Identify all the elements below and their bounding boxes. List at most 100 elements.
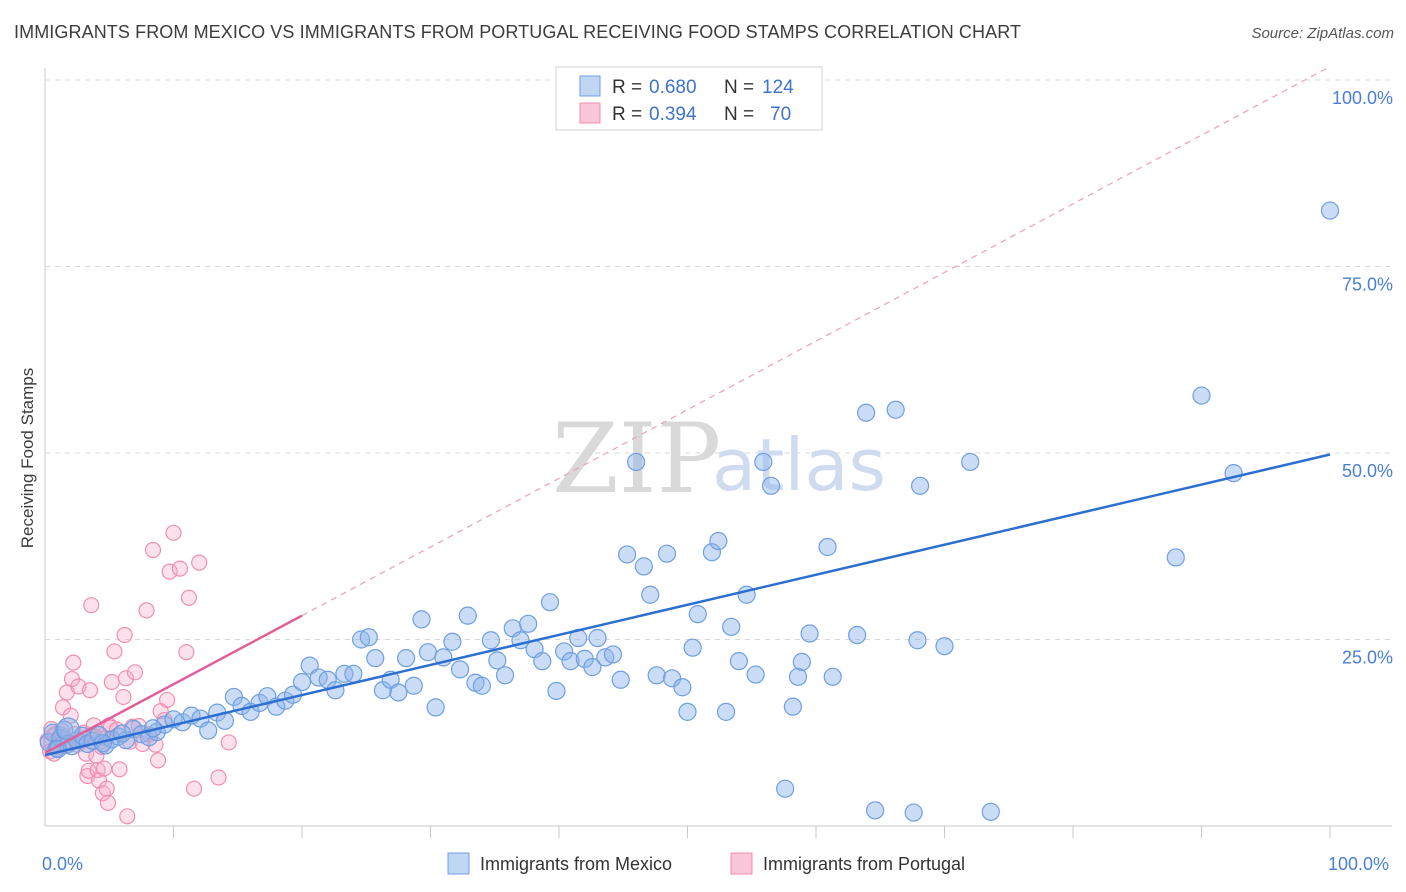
- mexico-point: [908, 631, 927, 650]
- mexico-point: [647, 666, 666, 685]
- portugal-point: [134, 735, 151, 753]
- y-tick-label: 50.0%: [1342, 461, 1393, 481]
- series-legend-label-mexico[interactable]: Immigrants from Mexico: [480, 854, 672, 874]
- portugal-point: [171, 560, 189, 577]
- portugal-point: [119, 808, 136, 825]
- portugal-point: [178, 644, 195, 661]
- mexico-point: [443, 632, 462, 651]
- portugal-point: [96, 760, 113, 777]
- mexico-point: [1192, 386, 1211, 405]
- mexico-point: [729, 652, 749, 671]
- y-tick-labels: 25.0% 50.0% 75.0% 100.0%: [1332, 88, 1393, 668]
- portugal-point: [117, 670, 135, 687]
- portugal-point: [106, 643, 123, 660]
- mexico-point: [746, 665, 765, 684]
- y-tick-label: 75.0%: [1342, 275, 1393, 295]
- portugal-point: [103, 673, 120, 691]
- mexico-point: [1166, 548, 1185, 567]
- mexico-point: [857, 403, 876, 422]
- mexico-point: [366, 649, 385, 668]
- legend-n-label-mexico: N =: [724, 77, 754, 98]
- mexico-point: [561, 652, 580, 671]
- x-tick-label-max: 100.0%: [1328, 854, 1389, 874]
- mexico-point: [673, 678, 692, 697]
- series-legend-label-portugal[interactable]: Immigrants from Portugal: [763, 854, 965, 874]
- portugal-point: [147, 736, 164, 753]
- mexico-point: [823, 667, 842, 686]
- mexico-point: [533, 652, 552, 671]
- watermark: ZIP atlas: [552, 403, 886, 515]
- legend-r-label-mexico: R =: [612, 77, 642, 98]
- mexico-point: [716, 702, 736, 721]
- portugal-point: [116, 626, 133, 644]
- series-legend-swatch-mexico[interactable]: [447, 852, 470, 875]
- mexico-trend-line: [44, 453, 1331, 757]
- mexico-point: [657, 544, 677, 563]
- portugal-point: [161, 563, 178, 580]
- mexico-point: [848, 625, 867, 645]
- mexico-point: [935, 637, 954, 656]
- mexico-point: [292, 672, 312, 692]
- mexico-point: [754, 452, 773, 472]
- mexico-point: [722, 617, 741, 636]
- legend-r-value-portugal: 0.394: [649, 104, 697, 125]
- y-tick-label: 25.0%: [1342, 648, 1393, 668]
- portugal-point: [210, 769, 227, 786]
- portugal-point: [180, 589, 198, 606]
- mexico-point: [783, 697, 802, 716]
- portugal-point: [126, 664, 144, 681]
- portugal-trend-line: [44, 614, 303, 754]
- mexico-point: [488, 651, 507, 670]
- watermark-atlas: atlas: [712, 423, 886, 507]
- portugal-point: [98, 780, 115, 797]
- mexico-point: [495, 666, 515, 685]
- legend-swatch-portugal: [579, 102, 601, 124]
- mexico-point: [709, 531, 728, 551]
- series-legend-swatch-portugal[interactable]: [730, 852, 753, 875]
- portugal-point: [83, 597, 100, 614]
- mexico-point: [688, 605, 707, 624]
- mexico-point: [396, 649, 416, 668]
- mexico-point: [1320, 201, 1340, 220]
- portugal-point: [81, 682, 99, 699]
- series-legend: Immigrants from Mexico Immigrants from P…: [447, 852, 965, 875]
- legend-n-label-portugal: N =: [724, 104, 754, 125]
- mexico-point: [326, 681, 345, 700]
- mexico-point: [961, 452, 980, 472]
- mexico-point: [258, 687, 277, 706]
- mexico-point: [634, 557, 653, 576]
- source-label: Source: ZipAtlas.com: [1251, 25, 1394, 42]
- mexico-point: [450, 660, 470, 679]
- trend-lines: [44, 66, 1331, 757]
- mexico-point: [583, 658, 602, 677]
- legend-r-value-mexico: 0.680: [649, 77, 697, 98]
- portugal-point: [165, 524, 182, 541]
- mexico-point: [626, 452, 646, 472]
- legend-r-label-portugal: R =: [612, 104, 642, 125]
- portugal-point: [149, 752, 167, 769]
- mexico-point: [389, 683, 408, 702]
- mexico-point: [472, 676, 491, 695]
- mexico-point: [702, 543, 722, 562]
- mexico-point: [981, 802, 1000, 821]
- mexico-point: [418, 643, 438, 662]
- portugal-point: [158, 691, 176, 709]
- portugal-point: [111, 761, 128, 778]
- mexico-point: [904, 803, 923, 822]
- watermark-zip: ZIP: [552, 403, 721, 515]
- y-tick-label: 100.0%: [1332, 88, 1393, 108]
- legend-swatch-mexico: [579, 75, 601, 97]
- mexico-point: [519, 614, 538, 633]
- y-axis-label: Receiving Food Stamps: [18, 368, 37, 548]
- mexico-point: [603, 645, 623, 664]
- mexico-point: [555, 642, 574, 661]
- mexico-point: [800, 624, 819, 643]
- mexico-point: [611, 670, 630, 689]
- portugal-point: [185, 780, 203, 797]
- chart-title: IMMIGRANTS FROM MEXICO VS IMMIGRANTS FRO…: [14, 22, 1022, 42]
- portugal-point: [99, 794, 117, 811]
- mexico-point: [618, 545, 637, 564]
- portugal-point: [144, 541, 162, 559]
- mexico-point: [776, 779, 795, 798]
